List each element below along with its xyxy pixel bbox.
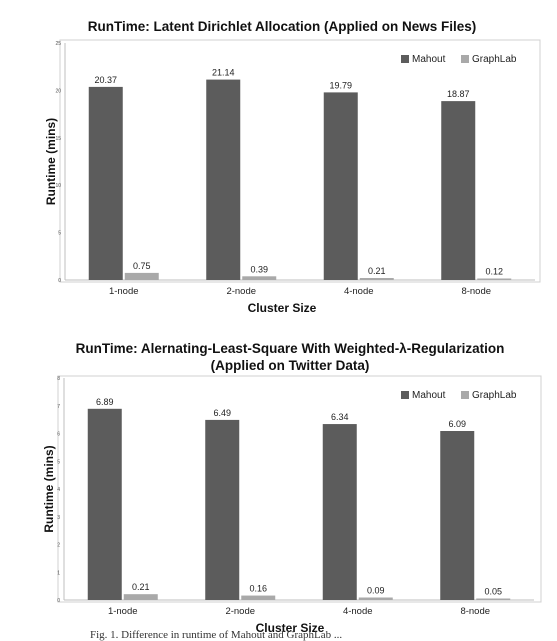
chart-0-category-label: 8-node: [461, 286, 491, 297]
chart-0-legend-label-graphlab: GraphLab: [472, 54, 517, 65]
chart-1-bar-graphlab-4-node: [358, 597, 393, 600]
chart-0-bar-mahout-8-node: [441, 101, 476, 280]
chart-1-y-tick-label: 6: [57, 432, 60, 438]
chart-0-bar-graphlab-1-node: [124, 272, 159, 280]
chart-0-x-axis-title: Cluster Size: [248, 301, 317, 315]
chart-1-category-label: 4-node: [343, 606, 373, 617]
chart-1-y-tick-label: 8: [57, 376, 60, 382]
chart-0-data-label: 18.87: [447, 89, 470, 99]
chart-0-y-tick-label: 10: [55, 183, 61, 189]
chart-1-y-tick-label: 0: [57, 598, 60, 604]
chart-0-y-tick-label: 20: [55, 88, 61, 94]
chart-0-data-label: 0.39: [250, 264, 268, 274]
chart-1-y-tick-label: 1: [57, 570, 60, 576]
chart-0-y-tick-label: 25: [55, 41, 61, 47]
chart-1-data-label: 6.49: [213, 408, 231, 418]
chart-0-legend-label-mahout: Mahout: [412, 54, 446, 65]
chart-1-data-label: 6.89: [96, 397, 114, 407]
lda-runtime-chart: RunTime: Latent Dirichlet Allocation (Ap…: [0, 0, 557, 320]
chart-0-category-label: 1-node: [109, 286, 139, 297]
chart-0-title: RunTime: Latent Dirichlet Allocation (Ap…: [88, 19, 477, 34]
chart-0-data-label: 21.14: [212, 68, 235, 78]
chart-1-bar-graphlab-1-node: [123, 594, 158, 600]
chart-0-data-label: 19.79: [329, 80, 352, 90]
chart-1-legend-label-mahout: Mahout: [412, 390, 446, 401]
chart-0-bar-mahout-1-node: [88, 86, 123, 281]
chart-1-bar-mahout-4-node: [322, 424, 357, 600]
chart-1-y-axis-title: Runtime (mins): [42, 445, 56, 532]
als-chart-svg: RunTime: Alernating-Least-Square With We…: [42, 341, 542, 635]
chart-1-x-axis-title: Cluster Size: [256, 621, 325, 635]
chart-1-bar-graphlab-2-node: [241, 595, 276, 600]
chart-0-category-label: 2-node: [226, 286, 256, 297]
chart-0-data-label: 0.75: [133, 261, 151, 271]
chart-1-bar-mahout-8-node: [440, 431, 475, 600]
chart-0-data-label: 20.37: [94, 75, 117, 85]
chart-1-data-label: 0.21: [132, 582, 150, 592]
als-runtime-chart: RunTime: Alernating-Least-Square With We…: [0, 334, 557, 640]
chart-1-title: RunTime: Alernating-Least-Square With We…: [76, 341, 505, 356]
chart-1-bar-mahout-1-node: [87, 408, 122, 600]
chart-1-y-tick-label: 3: [57, 515, 60, 521]
chart-0-frame: [59, 39, 541, 283]
chart-0-bar-mahout-2-node: [206, 79, 241, 280]
chart-0-y-tick-label: 5: [58, 231, 61, 237]
chart-1-y-tick-label: 5: [57, 459, 60, 465]
chart-1-category-label: 2-node: [225, 606, 255, 617]
figure-caption: Fig. 1. Difference in runtime of Mahout …: [90, 629, 343, 641]
lda-chart-svg: RunTime: Latent Dirichlet Allocation (Ap…: [44, 19, 541, 315]
chart-0-legend-swatch-graphlab: [461, 55, 469, 63]
chart-0-category-label: 4-node: [344, 286, 374, 297]
chart-1-legend-label-graphlab: GraphLab: [472, 390, 517, 401]
chart-0-y-tick-label: 0: [58, 278, 61, 284]
chart-1-legend-swatch-mahout: [401, 391, 409, 399]
chart-1-category-label: 1-node: [108, 606, 138, 617]
chart-1-data-label: 6.09: [448, 419, 466, 429]
chart-1-data-label: 0.09: [367, 586, 385, 596]
chart-0-y-tick-label: 15: [55, 136, 61, 142]
chart-1-y-tick-label: 2: [57, 543, 60, 549]
chart-1-data-label: 0.05: [484, 587, 502, 597]
chart-1-legend-swatch-graphlab: [461, 391, 469, 399]
chart-0-bar-mahout-4-node: [323, 92, 358, 280]
chart-1-data-label: 0.16: [249, 584, 267, 594]
chart-1-category-label: 8-node: [460, 606, 490, 617]
chart-1-bar-mahout-2-node: [205, 419, 240, 600]
chart-1-y-tick-label: 7: [57, 404, 60, 410]
chart-0-bar-graphlab-4-node: [359, 278, 394, 280]
chart-0-y-axis-title: Runtime (mins): [44, 118, 58, 205]
chart-1-data-label: 6.34: [331, 412, 349, 422]
chart-0-bar-graphlab-8-node: [477, 278, 512, 280]
chart-0-data-label: 0.12: [485, 267, 503, 277]
chart-0-bar-graphlab-2-node: [242, 276, 277, 280]
chart-1-y-tick-label: 4: [57, 487, 60, 493]
chart-1-title-line2: (Applied on Twitter Data): [211, 358, 370, 373]
chart-0-legend-swatch-mahout: [401, 55, 409, 63]
chart-0-data-label: 0.21: [368, 266, 386, 276]
chart-1-frame: [57, 375, 542, 603]
chart-1-bar-graphlab-8-node: [476, 598, 511, 600]
